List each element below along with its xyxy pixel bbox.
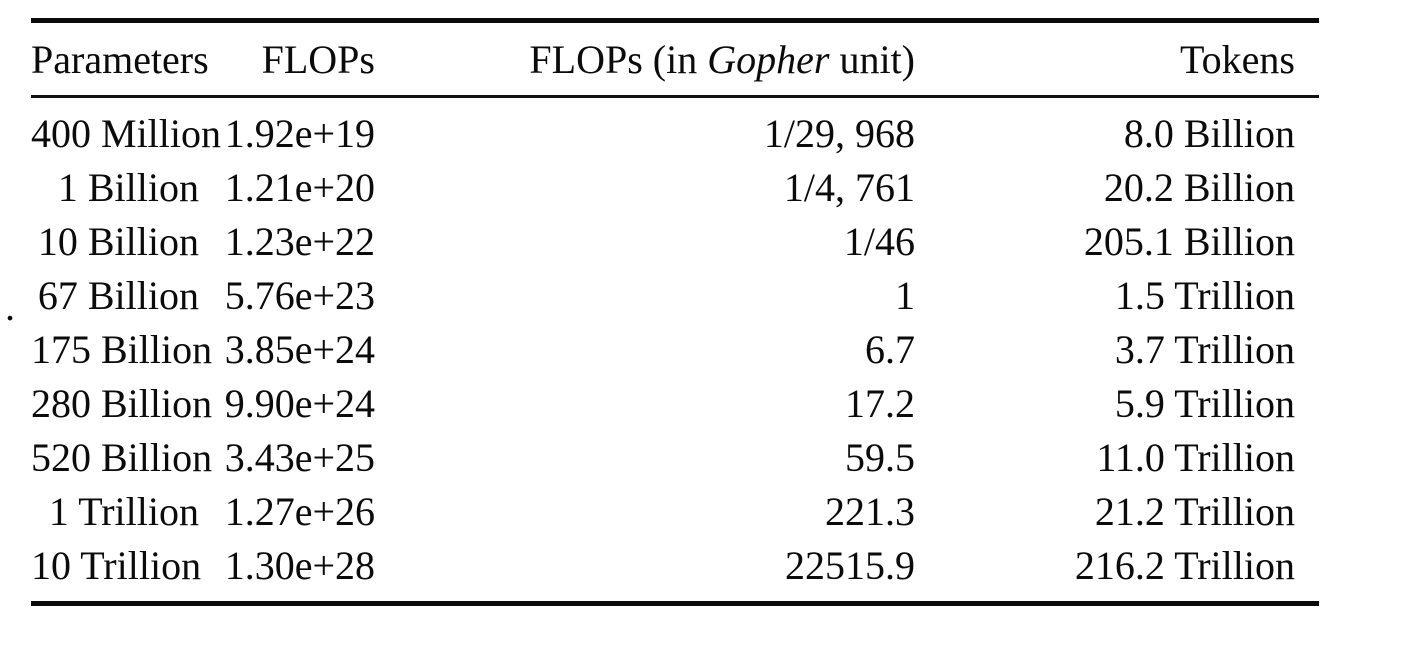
cell-gopher-unit: 221.3 [825,489,915,534]
cell-tokens: 205.1 Billion [1083,219,1295,264]
cell-flops: 5.76e+23 [224,273,375,318]
table-row: 520 Billion 3.43e+25 59.5 11.0 Trillion [31,431,1319,485]
cell-flops: 9.90e+24 [224,381,375,426]
cell-parameters: 67 Billion [37,273,199,318]
cell-tokens: 8.0 Billion [1123,111,1295,156]
cell-tokens: 216.2 Trillion [1074,543,1295,588]
cell-flops: 1.23e+22 [224,219,375,264]
cell-tokens: 5.9 Trillion [1114,381,1295,426]
cell-tokens: 11.0 Trillion [1096,435,1295,480]
cell-tokens: 3.7 Trillion [1114,327,1295,372]
cell-flops: 1.30e+28 [224,543,375,588]
cell-parameters: 1 Trillion [48,489,199,534]
cell-gopher-unit: 22515.9 [785,543,915,588]
cell-gopher-unit: 1/46 [843,219,915,264]
stray-period-dot: . [5,284,15,329]
cell-flops: 3.43e+25 [224,435,375,480]
table-row: 400 Million 1.92e+19 1/29, 968 8.0 Billi… [31,97,1319,162]
cell-gopher-unit: 17.2 [845,381,915,426]
compute-scaling-table: Parameters FLOPs FLOPs (in Gopher unit) … [31,18,1319,606]
header-gopher-suffix: unit) [829,36,915,82]
header-flops: FLOPs [199,20,375,98]
table-row: 67 Billion 5.76e+23 1 1.5 Trillion [31,269,1319,323]
cell-parameters: 1 Billion [57,165,199,210]
cell-parameters: 280 Billion [31,381,213,426]
cell-parameters: 400 Million [31,111,222,156]
scaling-table-container: Parameters FLOPs FLOPs (in Gopher unit) … [31,18,1319,606]
header-gopher-italic: Gopher [707,36,830,82]
table-row: 10 Trillion 1.30e+28 22515.9 216.2 Trill… [31,539,1319,604]
cell-tokens: 20.2 Billion [1103,165,1295,210]
cell-parameters: 520 Billion [31,435,213,480]
table-row: 1 Trillion 1.27e+26 221.3 21.2 Trillion [31,485,1319,539]
cell-gopher-unit: 59.5 [845,435,915,480]
cell-gopher-unit: 6.7 [865,327,915,372]
table-row: 280 Billion 9.90e+24 17.2 5.9 Trillion [31,377,1319,431]
cell-flops: 1.92e+19 [224,111,375,156]
table-row: 1 Billion 1.21e+20 1/4, 761 20.2 Billion [31,161,1319,215]
header-flops-gopher-unit: FLOPs (in Gopher unit) [375,20,915,98]
header-gopher-prefix: FLOPs (in [529,36,708,82]
cell-flops: 3.85e+24 [224,327,375,372]
cell-flops: 1.27e+26 [224,489,375,534]
header-parameters: Parameters [31,20,209,98]
cell-gopher-unit: 1/29, 968 [763,111,915,156]
cell-gopher-unit: 1 [895,273,915,318]
cell-parameters: 10 Billion [37,219,199,264]
cell-tokens: 21.2 Trillion [1094,489,1295,534]
cell-tokens: 1.5 Trillion [1114,273,1295,318]
cell-gopher-unit: 1/4, 761 [783,165,915,210]
cell-parameters: 10 Trillion [31,543,202,588]
table-header-row: Parameters FLOPs FLOPs (in Gopher unit) … [31,20,1319,98]
table-row: 175 Billion 3.85e+24 6.7 3.7 Trillion [31,323,1319,377]
header-tokens: Tokens [915,20,1319,98]
cell-flops: 1.21e+20 [224,165,375,210]
table-row: 10 Billion 1.23e+22 1/46 205.1 Billion [31,215,1319,269]
cell-parameters: 175 Billion [31,327,213,372]
